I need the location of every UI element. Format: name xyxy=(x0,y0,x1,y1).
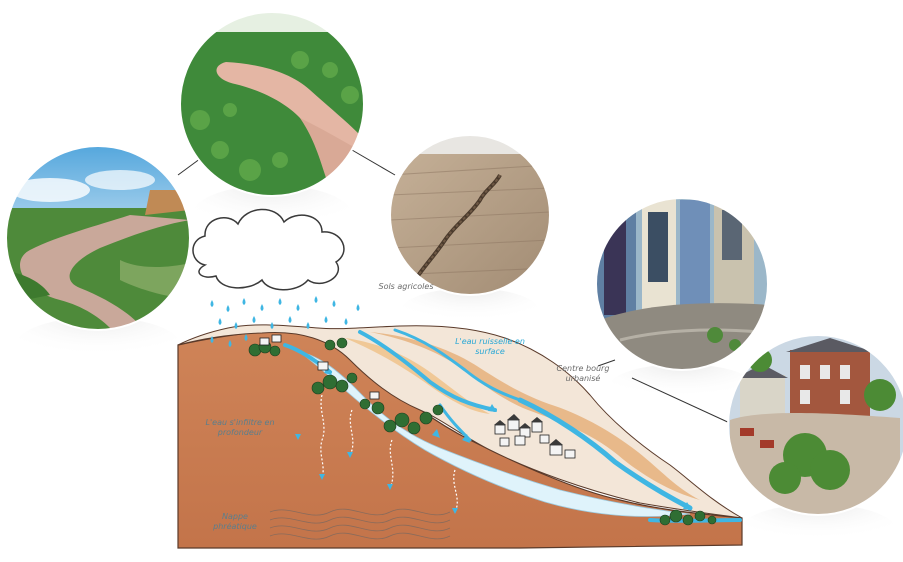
label-water-table: Nappe phréatique xyxy=(213,512,257,531)
village-roofs xyxy=(494,414,563,445)
label-surface-water: L'eau ruisselle en surface xyxy=(455,337,525,356)
infiltration-drops xyxy=(295,434,458,514)
eroded-soil-gully-photo xyxy=(389,134,551,296)
flooded-field-path-photo xyxy=(5,145,191,331)
flooded-street-photo xyxy=(595,197,769,371)
flooded-houses-photo xyxy=(727,334,903,516)
rain-cloud-icon xyxy=(192,208,360,347)
muddy-field-runoff-photo xyxy=(179,11,365,197)
runoff-arrows xyxy=(324,367,692,510)
label-agricultural-soils: Sols agricoles xyxy=(378,282,434,291)
label-infiltrating-water: L'eau s'infiltre en profondeur xyxy=(205,418,275,437)
label-urban-center: Centre bourg urbanisé xyxy=(556,364,610,383)
vegetation-clumps xyxy=(248,337,717,526)
infiltration-arrows xyxy=(320,394,458,513)
rain-drops xyxy=(210,296,360,347)
soil-cross-section xyxy=(177,324,743,549)
water-table-lines xyxy=(269,508,451,540)
farm-buildings xyxy=(259,334,380,400)
